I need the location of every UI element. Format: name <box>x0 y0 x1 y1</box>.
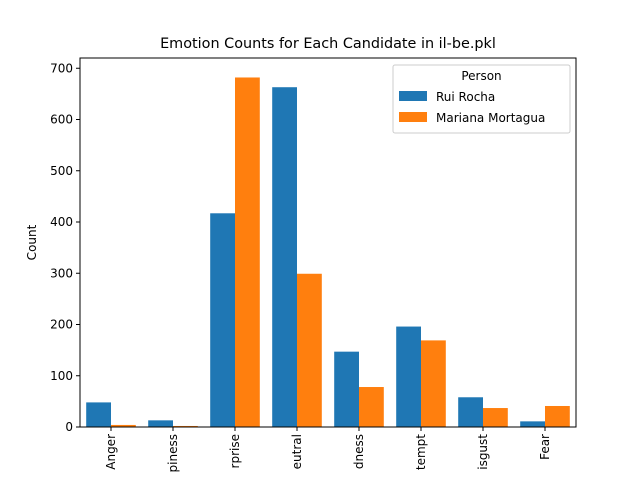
legend-swatch-1 <box>399 112 427 122</box>
y-axis-label: Count <box>25 224 39 260</box>
legend-title: Person <box>461 69 501 83</box>
x-tick-label-fear: Fear <box>538 434 552 460</box>
legend: Person Rui Rocha Mariana Mortagua <box>392 64 571 134</box>
bar-disgust-1 <box>483 408 508 427</box>
y-tick-label: 400 <box>50 215 73 229</box>
x-tick-label-contempt: tempt <box>414 434 428 470</box>
x-tick-label-anger: Anger <box>104 434 118 470</box>
bar-contempt-0 <box>396 326 421 427</box>
bar-neutral-1 <box>297 273 322 427</box>
chart-title: Emotion Counts for Each Candidate in il-… <box>160 36 496 52</box>
bar-neutral-0 <box>272 87 297 427</box>
plot-area: 0 100 200 300 400 500 600 700 Anger piness rprise e… <box>50 57 577 473</box>
x-tick-label-neutral: eutral <box>290 434 304 469</box>
x-tick-label-disgust: isgust <box>476 434 490 470</box>
y-tick-label: 700 <box>50 61 73 75</box>
bar-anger-0 <box>86 402 111 427</box>
x-tick-labels: Anger piness rprise eutral dness tempt isgust F… <box>104 434 552 473</box>
legend-swatch-0 <box>399 91 427 101</box>
bar-surprise-0 <box>210 213 235 427</box>
bar-happiness-1 <box>173 425 198 427</box>
y-tick-label: 600 <box>50 113 73 127</box>
x-tick-label-sadness: dness <box>352 434 366 469</box>
bar-surprise-1 <box>235 77 260 427</box>
bar-fear-0 <box>520 421 545 427</box>
y-tick-label: 500 <box>50 164 73 178</box>
bar-disgust-0 <box>458 397 483 427</box>
y-tick-label: 300 <box>50 266 73 280</box>
legend-box <box>392 64 571 134</box>
bars <box>86 77 570 427</box>
bar-sadness-0 <box>334 351 359 427</box>
bar-happiness-0 <box>148 420 173 427</box>
bar-contempt-1 <box>421 340 446 427</box>
legend-label-1: Mariana Mortagua <box>436 111 545 125</box>
y-tick-label: 200 <box>50 318 73 332</box>
bar-fear-1 <box>545 405 570 427</box>
axes-frame <box>79 57 577 428</box>
legend-label-0: Rui Rocha <box>436 90 495 104</box>
y-tick-label: 0 <box>65 420 73 434</box>
x-tick-label-surprise: rprise <box>228 434 242 468</box>
bar-anger-1 <box>111 424 136 427</box>
bar-sadness-1 <box>359 387 384 427</box>
y-tick-label: 100 <box>50 369 73 383</box>
x-tick-label-happiness: piness <box>166 434 180 472</box>
